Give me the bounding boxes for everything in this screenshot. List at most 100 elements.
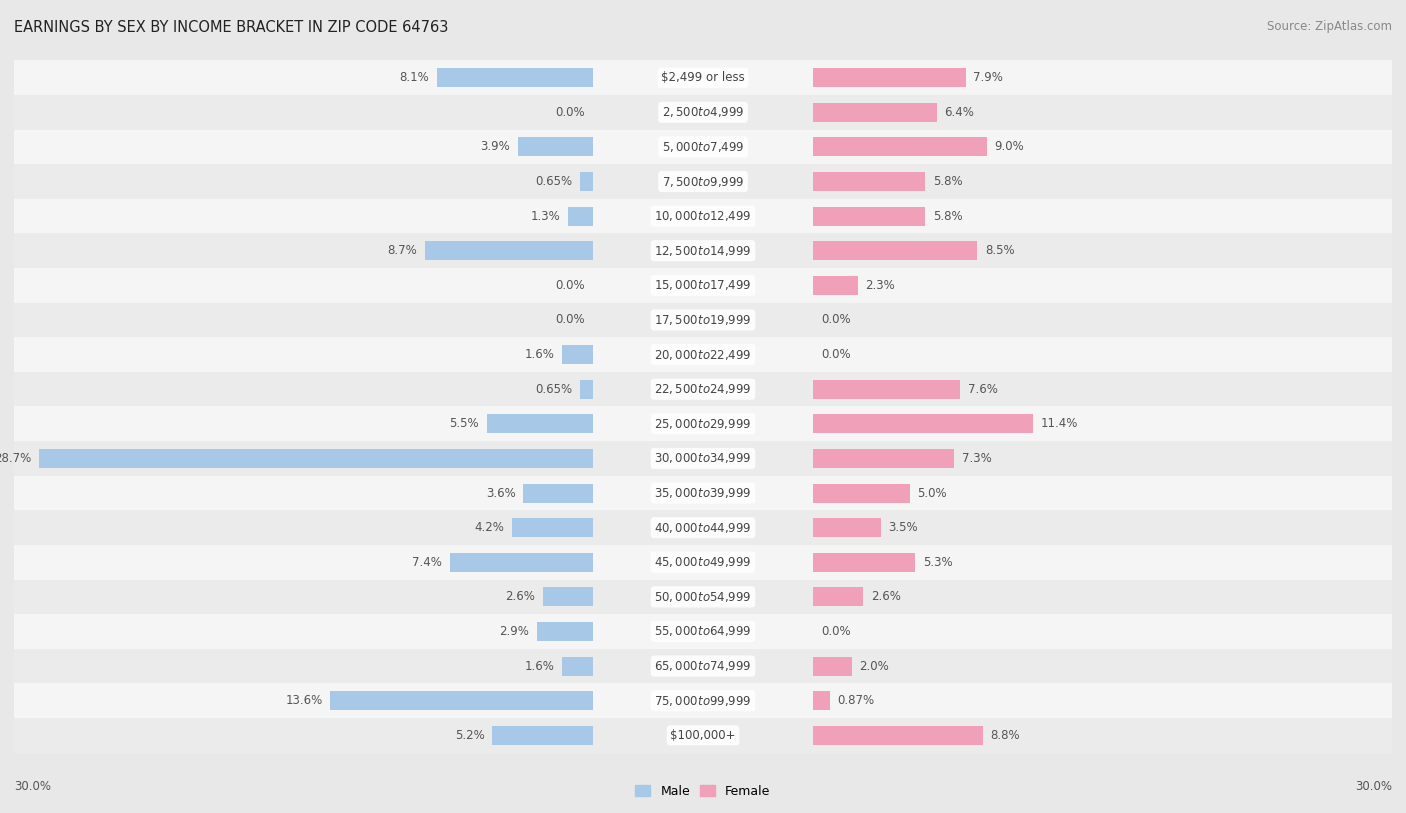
Text: 8.8%: 8.8%	[991, 728, 1021, 741]
Bar	[562, 345, 593, 364]
Bar	[0, 129, 1406, 164]
Bar	[0, 476, 1406, 511]
Bar	[0, 233, 1406, 268]
Text: 2.9%: 2.9%	[499, 625, 529, 638]
Bar	[0, 684, 1406, 718]
Bar	[0, 60, 1406, 95]
Text: EARNINGS BY SEX BY INCOME BRACKET IN ZIP CODE 64763: EARNINGS BY SEX BY INCOME BRACKET IN ZIP…	[14, 20, 449, 35]
Text: $2,500 to $4,999: $2,500 to $4,999	[662, 106, 744, 120]
Text: 28.7%: 28.7%	[0, 452, 31, 465]
Bar	[813, 241, 977, 260]
Text: 0.0%: 0.0%	[555, 279, 585, 292]
Bar	[813, 657, 852, 676]
Text: 3.6%: 3.6%	[486, 486, 516, 499]
Text: 11.4%: 11.4%	[1040, 417, 1078, 430]
Bar	[813, 691, 830, 711]
Text: 0.87%: 0.87%	[838, 694, 875, 707]
Text: 5.5%: 5.5%	[450, 417, 479, 430]
Text: 3.5%: 3.5%	[889, 521, 918, 534]
Bar	[0, 718, 1406, 753]
Bar	[0, 476, 1406, 511]
Bar	[543, 587, 593, 606]
Text: 4.2%: 4.2%	[474, 521, 503, 534]
Bar	[0, 545, 1406, 580]
Bar	[0, 580, 1406, 614]
Text: 5.8%: 5.8%	[932, 210, 963, 223]
Text: 8.7%: 8.7%	[388, 244, 418, 257]
Bar	[517, 137, 593, 156]
Bar	[0, 268, 1406, 302]
Bar	[0, 545, 1406, 580]
Bar	[0, 476, 1406, 511]
Text: $17,500 to $19,999: $17,500 to $19,999	[654, 313, 752, 327]
Text: 7.6%: 7.6%	[967, 383, 997, 396]
Text: $15,000 to $17,499: $15,000 to $17,499	[654, 278, 752, 293]
Text: $50,000 to $54,999: $50,000 to $54,999	[654, 590, 752, 604]
Text: 2.3%: 2.3%	[865, 279, 896, 292]
Bar	[523, 484, 593, 502]
Text: 0.65%: 0.65%	[536, 383, 572, 396]
Text: 5.8%: 5.8%	[932, 175, 963, 188]
Bar	[330, 691, 593, 711]
Text: $12,500 to $14,999: $12,500 to $14,999	[654, 244, 752, 258]
Text: 1.3%: 1.3%	[530, 210, 560, 223]
Bar	[581, 172, 593, 191]
Text: 7.3%: 7.3%	[962, 452, 991, 465]
Bar	[813, 276, 858, 295]
Bar	[581, 380, 593, 398]
Bar	[813, 449, 955, 468]
Text: $100,000+: $100,000+	[671, 728, 735, 741]
Text: 13.6%: 13.6%	[285, 694, 323, 707]
Bar	[512, 518, 593, 537]
Bar	[0, 649, 1406, 684]
Bar	[0, 268, 1406, 302]
Text: 0.65%: 0.65%	[536, 175, 572, 188]
Bar	[0, 337, 1406, 372]
Bar	[813, 726, 983, 745]
Text: $2,499 or less: $2,499 or less	[661, 72, 745, 85]
Bar	[0, 164, 1406, 199]
Bar	[0, 95, 1406, 129]
Text: 30.0%: 30.0%	[1355, 780, 1392, 793]
Bar	[436, 68, 593, 87]
Bar	[813, 518, 880, 537]
Bar	[0, 60, 1406, 95]
Text: 8.1%: 8.1%	[399, 72, 429, 85]
Bar	[813, 380, 960, 398]
Bar	[0, 684, 1406, 718]
Bar	[0, 95, 1406, 129]
Bar	[813, 415, 1033, 433]
Text: $20,000 to $22,499: $20,000 to $22,499	[654, 348, 752, 362]
Text: 0.0%: 0.0%	[821, 625, 851, 638]
Bar	[0, 302, 1406, 337]
Bar	[813, 587, 863, 606]
Bar	[568, 207, 593, 226]
Bar	[813, 207, 925, 226]
Bar	[0, 614, 1406, 649]
Legend: Male, Female: Male, Female	[630, 780, 776, 802]
Text: 2.6%: 2.6%	[505, 590, 534, 603]
Bar	[0, 511, 1406, 545]
Bar	[813, 102, 936, 122]
Text: 0.0%: 0.0%	[821, 314, 851, 327]
Text: 5.2%: 5.2%	[456, 728, 485, 741]
Text: 5.3%: 5.3%	[924, 556, 953, 569]
Bar	[0, 580, 1406, 614]
Bar	[537, 622, 593, 641]
Bar	[0, 649, 1406, 684]
Text: 7.9%: 7.9%	[973, 72, 1004, 85]
Text: $35,000 to $39,999: $35,000 to $39,999	[654, 486, 752, 500]
Bar	[0, 337, 1406, 372]
Bar	[0, 268, 1406, 302]
Text: $55,000 to $64,999: $55,000 to $64,999	[654, 624, 752, 638]
Text: 0.0%: 0.0%	[555, 314, 585, 327]
Bar	[0, 614, 1406, 649]
Bar	[0, 406, 1406, 441]
Bar	[0, 406, 1406, 441]
Bar	[0, 199, 1406, 233]
Text: 6.4%: 6.4%	[945, 106, 974, 119]
Bar	[0, 95, 1406, 129]
Bar	[813, 68, 966, 87]
Text: Source: ZipAtlas.com: Source: ZipAtlas.com	[1267, 20, 1392, 33]
Bar	[0, 718, 1406, 753]
